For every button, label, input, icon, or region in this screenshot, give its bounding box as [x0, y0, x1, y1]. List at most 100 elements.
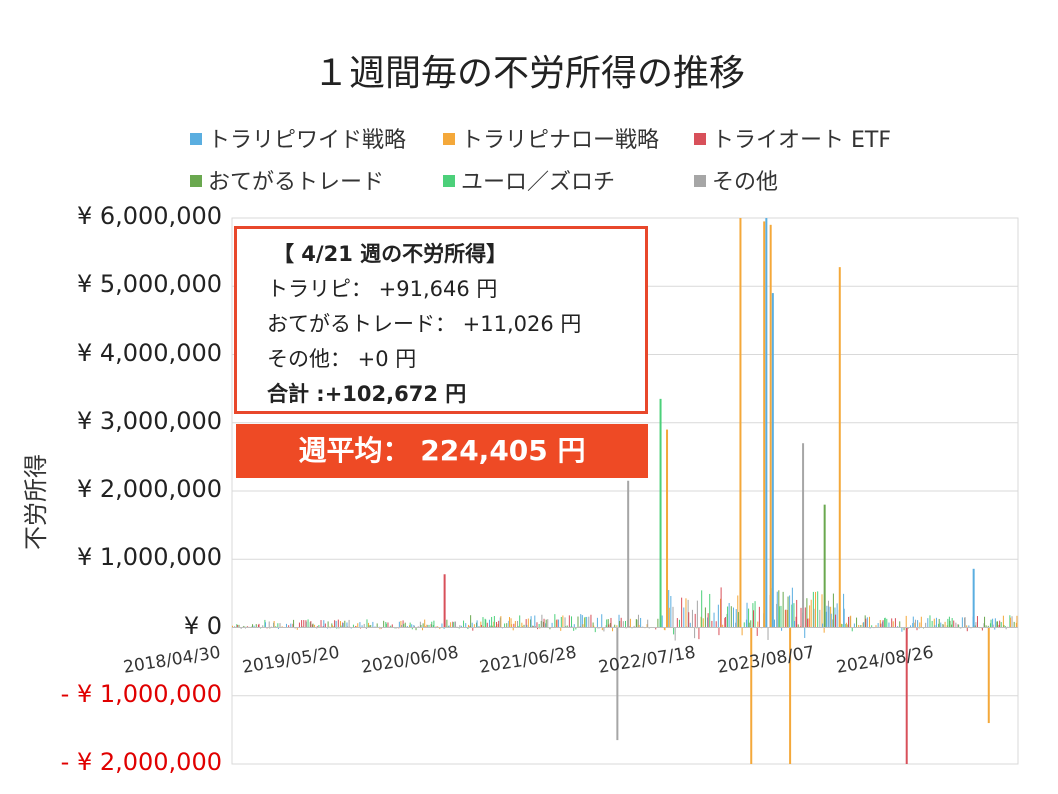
bar-week-267-1	[809, 605, 811, 628]
bar-week-187-0	[635, 619, 637, 628]
bar-week-289-0	[856, 617, 858, 628]
bar-week-182-0	[625, 620, 626, 628]
bar-week-10-0	[253, 625, 255, 628]
bar-week-279-0	[834, 607, 836, 628]
bar-week-89-0	[424, 619, 426, 628]
bar-week-73-1	[390, 625, 392, 628]
bar-week-344-1	[975, 622, 977, 628]
legend-item-3: おてがるトレード	[190, 164, 384, 196]
bar-week-210-0	[685, 598, 687, 628]
bar-week-65-0	[372, 621, 374, 628]
bar-week-3-0	[238, 624, 240, 628]
bar-week-261-1	[796, 599, 798, 628]
bar-week-97-0	[441, 623, 443, 628]
bar-week-189-0	[640, 617, 642, 628]
bar-week-155-0	[566, 625, 568, 628]
bar-week-2-0	[236, 624, 238, 628]
bar-week-181-0	[622, 621, 624, 628]
bar-week-276-0	[827, 600, 829, 628]
bar-week-211-0	[687, 599, 689, 628]
bar-week-58-0	[357, 623, 359, 628]
bar-week-347-1	[981, 627, 983, 631]
bar-week-46-1	[331, 625, 333, 628]
bar-week-0-0	[232, 625, 233, 628]
bar-week-204-1	[673, 627, 675, 635]
bar-week-292-0	[862, 622, 864, 628]
bar-week-215-1	[696, 600, 698, 628]
bar-week-60-0	[361, 625, 363, 628]
bar-week-349-0	[985, 625, 987, 628]
bar-week-79-0	[402, 620, 404, 628]
bar-week-328-0	[940, 622, 942, 628]
bar-week-96-0	[439, 627, 441, 630]
bar-week-344-0	[974, 625, 976, 628]
bar-week-138-0	[529, 619, 531, 628]
bar-week-230-0	[728, 602, 730, 628]
bar-week-160-0	[577, 616, 579, 628]
bar-week-266-1	[806, 618, 808, 628]
spike-bar-16	[616, 627, 619, 741]
legend-label-4: ユーロ／ズロチ	[461, 170, 616, 195]
bar-week-131-0	[514, 621, 516, 628]
bar-week-236-0	[741, 627, 743, 636]
bar-week-200-0	[663, 627, 665, 630]
bar-week-148-0	[551, 622, 553, 628]
bar-week-226-0	[720, 598, 722, 628]
bar-week-316-1	[914, 619, 916, 628]
bar-week-124-0	[499, 617, 501, 628]
bar-week-156-1	[569, 626, 571, 628]
bar-week-204-0	[672, 606, 674, 628]
weekly-average-banner: 週平均： 224,405 円	[236, 424, 648, 478]
bar-week-314-0	[910, 625, 912, 628]
chart-title: １週間毎の不労所得の推移	[312, 53, 745, 94]
bar-week-293-1	[865, 618, 867, 628]
bar-week-315-1	[912, 616, 914, 628]
bar-week-254-0	[780, 605, 782, 628]
bar-week-88-0	[422, 627, 424, 631]
bar-week-360-1	[1009, 617, 1011, 628]
bar-week-234-1	[737, 612, 739, 628]
bar-week-28-1	[293, 619, 295, 628]
bar-week-117-1	[485, 619, 487, 628]
bar-week-284-1	[845, 622, 847, 628]
bar-week-92-1	[431, 621, 433, 628]
bar-week-121-1	[493, 616, 495, 628]
bar-week-269-1	[813, 608, 815, 628]
bar-week-11-0	[255, 624, 257, 628]
bar-week-300-1	[880, 623, 882, 628]
bar-week-299-0	[877, 623, 879, 628]
bar-week-296-0	[871, 625, 873, 628]
bar-week-87-0	[419, 621, 421, 628]
bar-week-67-0	[376, 623, 378, 628]
legend-label-0: トラリピワイド戦略	[208, 128, 407, 153]
bar-week-315-0	[912, 623, 914, 628]
bar-week-42-1	[323, 620, 325, 628]
bar-week-290-0	[858, 624, 860, 628]
bar-week-150-0	[555, 620, 557, 628]
bar-week-355-0	[998, 624, 1000, 628]
bar-week-306-0	[892, 621, 894, 628]
bar-week-220-1	[707, 613, 709, 628]
bar-week-330-0	[944, 621, 946, 628]
bar-week-233-0	[735, 622, 737, 628]
bar-week-318-1	[919, 622, 921, 628]
bar-week-331-1	[947, 618, 949, 628]
bar-week-335-0	[955, 622, 957, 628]
bar-week-175-0	[609, 623, 611, 628]
bar-week-340-1	[966, 627, 968, 632]
bar-week-62-0	[365, 627, 367, 629]
bar-week-211-1	[688, 612, 690, 628]
bar-week-323-0	[929, 615, 931, 628]
bar-week-265-0	[804, 627, 806, 638]
bar-week-308-0	[897, 626, 899, 628]
bar-week-353-0	[994, 627, 996, 630]
bar-week-88-1	[422, 623, 424, 628]
legend-label-5: その他	[712, 170, 779, 195]
bar-week-259-0	[791, 604, 793, 628]
bar-week-174-1	[608, 624, 610, 628]
bar-week-42-0	[322, 626, 324, 628]
bar-week-260-0	[793, 603, 795, 628]
bar-week-276-1	[828, 606, 830, 628]
y-tick-label-0: ¥ 6,000,000	[76, 202, 222, 230]
bar-week-50-1	[340, 625, 342, 628]
